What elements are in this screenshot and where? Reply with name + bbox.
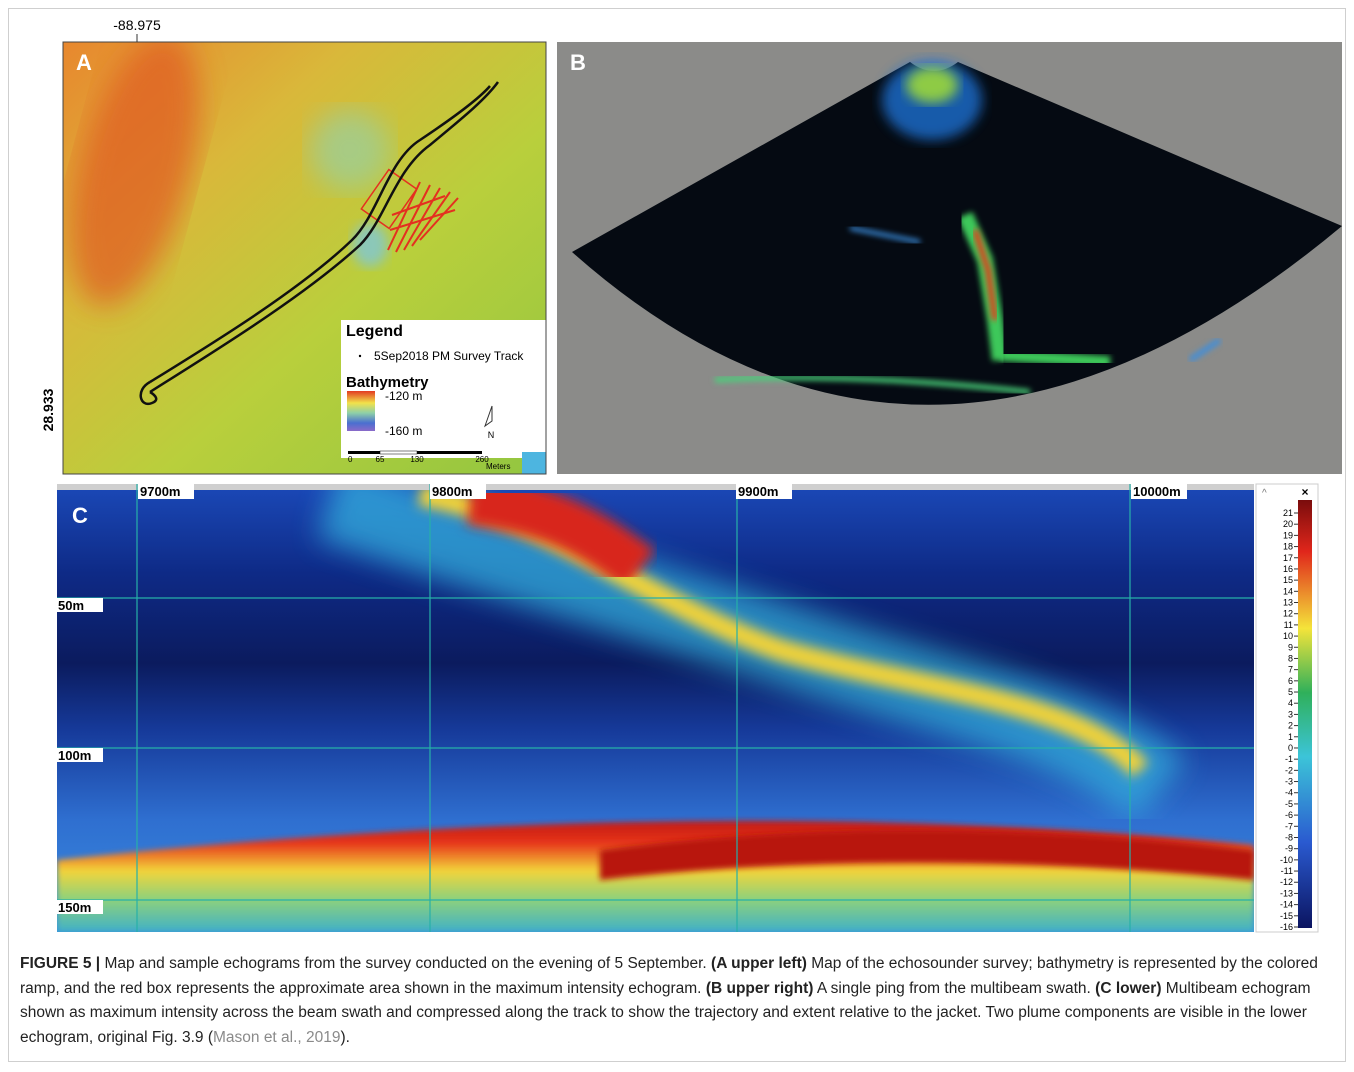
lat-label: 28.933 [40,388,56,431]
legend-track-dot [359,355,361,357]
caption: FIGURE 5 | Map and sample echograms from… [20,952,1336,1050]
scale-label: 0 [348,455,353,464]
colorbar-label: -9 [1285,844,1293,854]
ping-panel [557,42,1342,474]
colorbar [1298,500,1312,928]
colorbar-label: 16 [1283,564,1293,574]
colorbar-label: -6 [1285,810,1293,820]
distance-label: 9900m [738,484,778,499]
colorbar-label: 9 [1288,642,1293,652]
distance-label: 9700m [140,484,180,499]
colorbar-label: 21 [1283,508,1293,518]
colorbar-label: -8 [1285,832,1293,842]
colorbar-label: -1 [1285,754,1293,764]
colorbar-label: 13 [1283,598,1293,608]
north-label: N [488,430,495,440]
page: -88.975 28.933 A Legend 5Sep2018 PM Surv… [0,0,1354,1072]
colorbar-label: 5 [1288,687,1293,697]
depth-label: 100m [58,748,91,763]
caption-panel: (B upper right) [706,980,814,997]
map-panel [46,21,546,474]
citation[interactable]: Mason et al., 2019 [213,1029,341,1046]
colorbar-label: 14 [1283,586,1293,596]
colorbar-label: 1 [1288,732,1293,742]
colorbar-label: -16 [1280,922,1293,932]
panel-label: C [72,503,88,528]
colorbar-label: 19 [1283,530,1293,540]
colorbar-label: 3 [1288,709,1293,719]
colorbar-label: -4 [1285,788,1293,798]
map-feature [352,223,388,267]
scale-unit: Meters [486,462,510,471]
echogram-ruler [57,484,1254,490]
scale-label: 65 [376,455,385,464]
colorbar-label: -11 [1281,866,1293,876]
caption-panel: (C lower) [1095,980,1161,997]
close-button[interactable]: × [1301,485,1308,499]
figure-label: FIGURE 5 | [20,955,100,972]
figure: -88.975 28.933 A Legend 5Sep2018 PM Surv… [0,0,1354,945]
colorbar-label: -10 [1280,855,1293,865]
caption-text: A single ping from the multibeam swath. [817,980,1091,997]
colorbar-label: 12 [1283,609,1293,619]
panel-label: A [76,50,92,75]
depth-label: 150m [58,900,91,915]
colorbar-label: 6 [1288,676,1293,686]
caption-text: Map and sample echograms from the survey… [104,955,706,972]
depth-label: 50m [58,598,84,613]
caption-panel: (A upper left) [711,955,807,972]
legend-ramp [347,391,375,431]
colorbar-label: 20 [1283,519,1293,529]
colorbar-label: -14 [1280,900,1293,910]
scale-label: 130 [410,455,424,464]
colorbar-label: -13 [1280,888,1293,898]
colorbar-label: 10 [1283,631,1293,641]
colorbar-label: 18 [1283,542,1293,552]
echogram-panel: 9700m 9800m 9900m 10000m 50m 100m 150m [57,484,1254,932]
colorbar-label: 0 [1288,743,1293,753]
colorbar-label: 2 [1288,721,1293,731]
map-corner [522,452,546,474]
colorbar-label: -12 [1280,877,1293,887]
scroll-up[interactable]: ^ [1262,488,1267,499]
map-feature [310,110,390,190]
colorbar-label: 15 [1283,575,1293,585]
colorbar-label: 4 [1288,698,1293,708]
colorbar-label: -7 [1285,821,1293,831]
colorbar-label: 11 [1284,620,1293,630]
colorbar-label: -3 [1285,777,1293,787]
colorbar-label: 17 [1283,553,1293,563]
caption-text: ). [341,1029,350,1046]
colorbar-label: 8 [1288,653,1293,663]
legend-max-depth: -120 m [385,389,422,403]
colorbar-label: -2 [1285,765,1293,775]
lon-label: -88.975 [113,17,161,33]
legend-title: Legend [346,323,403,340]
legend-min-depth: -160 m [385,424,422,438]
scale-bar [348,451,482,454]
colorbar-label: -15 [1280,911,1293,921]
ping-structure [1000,355,1110,362]
ping-return [906,67,958,103]
distance-label: 9800m [432,484,472,499]
colorbar-label: 7 [1288,665,1293,675]
distance-label: 10000m [1133,484,1181,499]
colorbar-label: -5 [1285,799,1293,809]
legend-track: 5Sep2018 PM Survey Track [374,349,524,363]
panel-label: B [570,50,586,75]
